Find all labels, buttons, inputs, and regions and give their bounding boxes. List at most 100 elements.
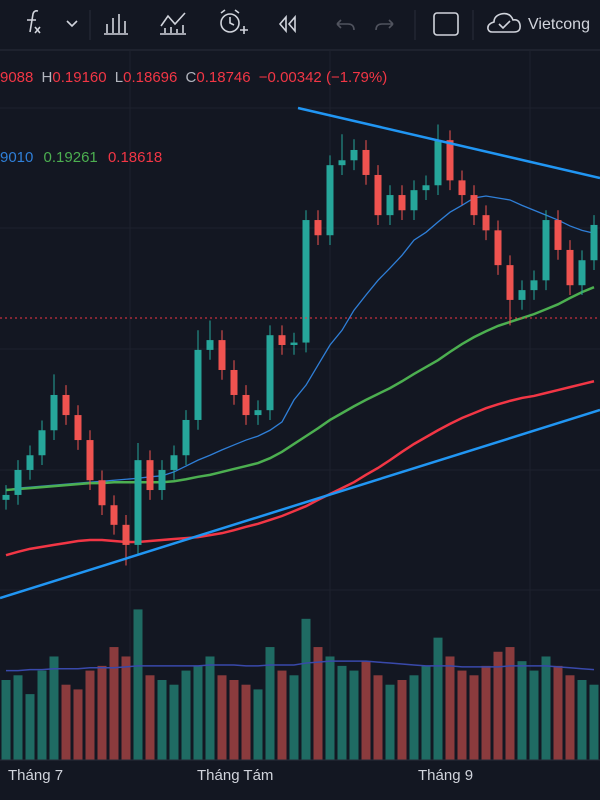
candle-body: [542, 220, 550, 281]
volume-bar: [157, 680, 167, 760]
x-axis-label: Tháng Tám: [197, 767, 273, 784]
bar-style-button[interactable]: [104, 14, 128, 35]
ma-legend: 9010 0.19261 0.18618: [0, 149, 162, 166]
volume-bar: [493, 651, 503, 760]
volume-bar: [481, 665, 491, 760]
volume-bar: [241, 684, 251, 760]
save-button[interactable]: [487, 12, 521, 33]
candle-body: [110, 505, 118, 525]
volume-bar: [517, 661, 527, 760]
candle-body: [410, 190, 418, 211]
replay-button[interactable]: [278, 14, 296, 34]
low-value: 0.18696: [123, 69, 177, 86]
volume-bar: [313, 647, 323, 760]
alert-button[interactable]: [220, 9, 248, 34]
candle-body: [146, 460, 154, 491]
candle-body: [266, 335, 274, 411]
candle-body: [386, 195, 394, 216]
volume-bar: [505, 647, 515, 760]
candle-body: [14, 469, 22, 495]
volume-bar: [49, 656, 59, 760]
volume-ma: [6, 660, 595, 672]
candle-body: [194, 349, 202, 420]
volume-bar: [73, 689, 83, 760]
volume-bar: [133, 609, 143, 760]
fx-button[interactable]: [27, 10, 41, 34]
ma-value: 0.18618: [108, 149, 162, 166]
candle-body: [350, 149, 358, 161]
candle-body: [218, 340, 226, 370]
candle-body: [374, 174, 382, 216]
x-axis-label: Tháng 7: [8, 767, 63, 784]
symbol-text[interactable]: Vietcong: [528, 16, 590, 33]
volume-bar: [97, 665, 107, 760]
volume-bar: [397, 680, 407, 760]
candle-body: [38, 430, 46, 456]
volume-bar: [289, 675, 299, 760]
volume-bar: [337, 665, 347, 760]
volume-bar: [109, 647, 119, 760]
ohlc-legend: 9088 H0.19160 L0.18696 C0.18746 −0.00342…: [0, 69, 387, 86]
candle-body: [50, 394, 58, 431]
volume-bar: [37, 670, 47, 760]
candle-body: [566, 249, 574, 286]
candle-body: [134, 460, 142, 545]
volume-bar: [1, 680, 11, 760]
ma-value: 0.19261: [44, 149, 98, 166]
volume-bar: [577, 680, 587, 760]
candle-body: [302, 220, 310, 343]
low-label: L: [115, 69, 123, 86]
candle-body: [518, 290, 526, 300]
candle-body: [254, 410, 262, 416]
candle-body: [362, 149, 370, 175]
candle-body: [158, 469, 166, 491]
trend-line[interactable]: [297, 106, 600, 180]
candle-body: [2, 494, 10, 500]
volume-pane: [1, 609, 599, 760]
volume-bar: [229, 680, 239, 760]
layout-button[interactable]: [433, 12, 459, 36]
candle-body: [122, 524, 130, 545]
open-value: 9088: [0, 69, 33, 86]
volume-bar: [301, 618, 311, 760]
candle-body: [98, 480, 106, 506]
volume-bar: [433, 637, 443, 760]
close-value: 0.18746: [196, 69, 250, 86]
volume-bar: [553, 665, 563, 760]
volume-bar: [445, 656, 455, 760]
candle-body: [170, 455, 178, 470]
candle-body: [74, 415, 82, 441]
volume-bar: [541, 656, 551, 760]
candle-body: [482, 215, 490, 231]
volume-bar: [565, 675, 575, 760]
trend-line[interactable]: [0, 408, 600, 600]
dropdown-button[interactable]: [66, 20, 78, 28]
volume-bar: [409, 675, 419, 760]
indicators-button[interactable]: [160, 12, 186, 35]
candle-body: [86, 440, 94, 481]
candle-body: [326, 165, 334, 236]
candle-body: [398, 195, 406, 211]
volume-bar: [85, 670, 95, 760]
volume-bar: [373, 675, 383, 760]
volume-bar: [181, 670, 191, 760]
volume-bar: [457, 670, 467, 760]
candle-body: [242, 394, 250, 416]
volume-bar: [193, 665, 203, 760]
candle-body: [554, 220, 562, 250]
candle-body: [278, 335, 286, 345]
volume-bar: [361, 661, 371, 760]
undo-button[interactable]: [336, 19, 355, 31]
volume-bar: [205, 656, 215, 760]
candle-body: [206, 340, 214, 350]
redo-button[interactable]: [375, 19, 394, 31]
high-label: H: [42, 69, 53, 86]
candle-body: [506, 265, 514, 300]
volume-bar: [529, 670, 539, 760]
x-axis-label: Tháng 9: [418, 767, 473, 784]
candle-body: [434, 140, 442, 186]
candle-body: [458, 180, 466, 196]
candle-body: [230, 369, 238, 395]
